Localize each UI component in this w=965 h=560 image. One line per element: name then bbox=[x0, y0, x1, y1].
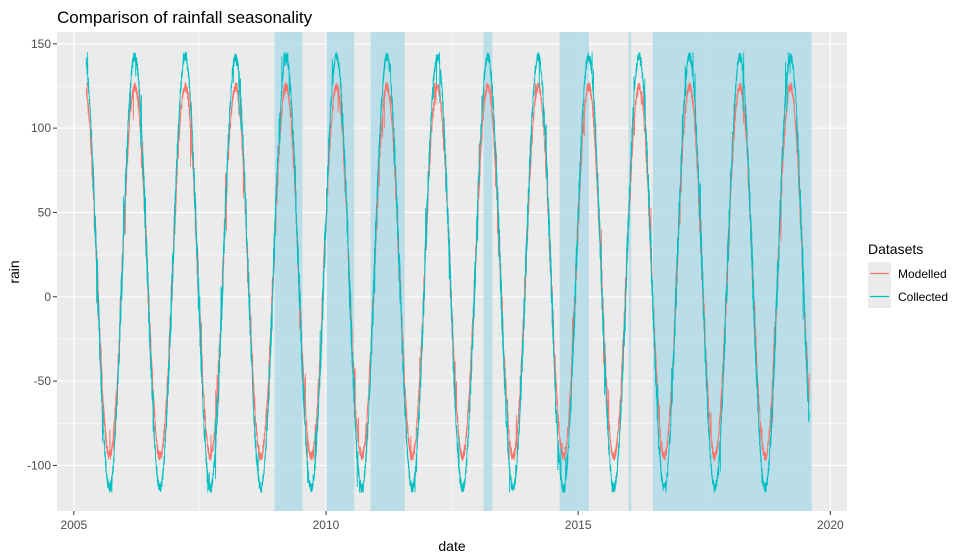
y-axis: -100 -50 0 50 100 150 bbox=[27, 37, 57, 472]
y-tick-label: 0 bbox=[44, 290, 51, 304]
y-tick-label: -50 bbox=[34, 374, 52, 388]
legend-label: Modelled bbox=[898, 267, 947, 281]
shaded-periods bbox=[274, 32, 812, 511]
legend: Datasets Modelled Collected bbox=[868, 241, 948, 308]
x-axis-title: date bbox=[438, 538, 465, 554]
shaded-period bbox=[652, 32, 812, 511]
x-tick-label: 2010 bbox=[313, 518, 340, 532]
legend-title: Datasets bbox=[868, 241, 923, 257]
series-line-modelled bbox=[85, 82, 810, 463]
series-lines bbox=[85, 52, 810, 494]
shaded-period bbox=[628, 32, 632, 511]
series-line-collected bbox=[85, 52, 810, 494]
y-tick-label: 50 bbox=[38, 205, 52, 219]
y-axis-title: rain bbox=[6, 260, 22, 283]
shaded-period bbox=[483, 32, 493, 511]
x-tick-label: 2020 bbox=[817, 518, 844, 532]
x-tick-label: 2005 bbox=[60, 518, 87, 532]
x-axis: 2005 2010 2015 2020 bbox=[60, 511, 844, 532]
y-tick-label: 100 bbox=[31, 121, 51, 135]
y-tick-label: -100 bbox=[27, 458, 51, 472]
chart-title: Comparison of rainfall seasonality bbox=[57, 8, 313, 27]
y-tick-label: 150 bbox=[31, 37, 51, 51]
x-tick-label: 2015 bbox=[565, 518, 592, 532]
legend-label: Collected bbox=[898, 290, 948, 304]
